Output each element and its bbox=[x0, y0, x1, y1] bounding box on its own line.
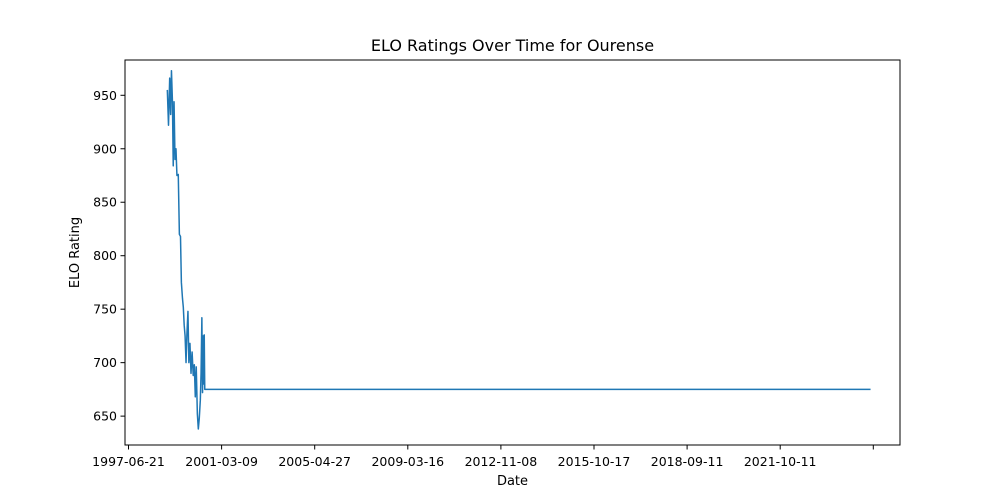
y-tick-label: 900 bbox=[93, 141, 117, 156]
x-tick-label: 2018-09-11 bbox=[651, 454, 724, 469]
x-tick-label: 2012-11-08 bbox=[465, 454, 538, 469]
x-tick-label: 2005-04-27 bbox=[278, 454, 351, 469]
plot-area bbox=[166, 69, 871, 430]
y-tick-label: 850 bbox=[93, 195, 117, 210]
x-axis: 1997-06-21 2001-03-09 2005-04-27 2009-03-16… bbox=[92, 445, 874, 469]
series-line-0 bbox=[166, 69, 871, 430]
y-tick-label: 750 bbox=[93, 302, 117, 317]
y-axis-title: ELO Rating bbox=[68, 217, 83, 288]
x-tick-label: 2001-03-09 bbox=[185, 454, 258, 469]
y-tick-label: 700 bbox=[93, 355, 117, 370]
x-tick-label: 1997-06-21 bbox=[92, 454, 165, 469]
axes-frame bbox=[124, 59, 901, 446]
y-tick-label: 950 bbox=[93, 88, 117, 103]
x-tick-label: 2021-10-11 bbox=[744, 454, 817, 469]
x-tick-label: 2015-10-17 bbox=[558, 454, 631, 469]
chart-title: ELO Ratings Over Time for Ourense bbox=[371, 36, 654, 55]
x-tick-label: 2009-03-16 bbox=[371, 454, 444, 469]
y-tick-label: 650 bbox=[93, 409, 117, 424]
y-tick-label: 800 bbox=[93, 248, 117, 263]
x-axis-title: Date bbox=[497, 474, 528, 489]
y-axis: 650 700 750 800 850 900 950 bbox=[93, 88, 125, 424]
